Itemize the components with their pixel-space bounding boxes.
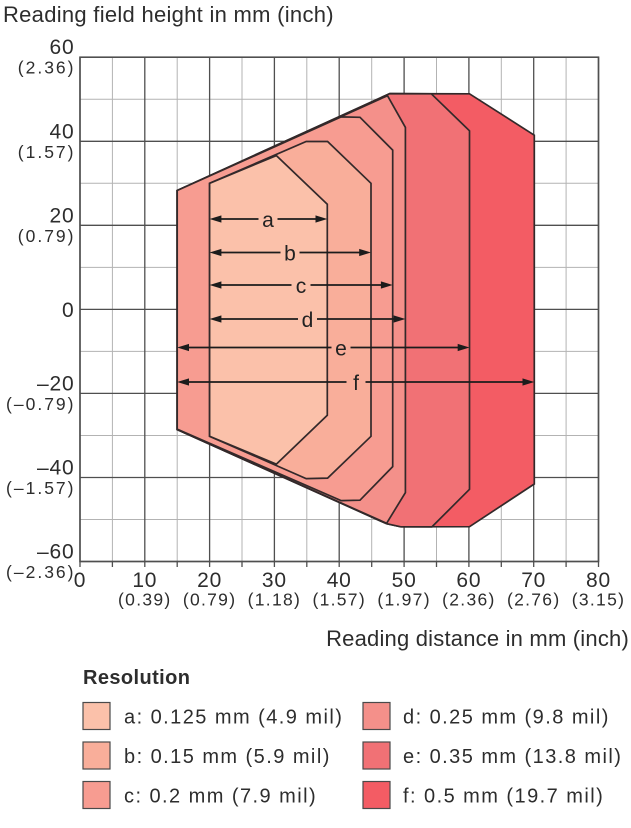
svg-text:(2.36): (2.36): [442, 590, 496, 610]
svg-text:(3.15): (3.15): [572, 590, 626, 610]
svg-text:e: e: [335, 338, 347, 361]
svg-text:d: d: [302, 309, 314, 332]
svg-text:(1.97): (1.97): [377, 590, 431, 610]
svg-text:(1.57): (1.57): [18, 142, 76, 162]
svg-text:(0.79): (0.79): [18, 226, 76, 246]
svg-text:20: 20: [50, 204, 75, 227]
svg-text:40: 40: [50, 120, 75, 143]
svg-text:20: 20: [197, 569, 222, 592]
svg-text:60: 60: [456, 569, 481, 592]
svg-text:a: a: [262, 209, 274, 232]
svg-text:–60: –60: [37, 541, 74, 564]
svg-text:(2.76): (2.76): [507, 590, 561, 610]
svg-text:f: 0.5 mm (19.7 mil): f: 0.5 mm (19.7 mil): [403, 786, 604, 808]
svg-text:b: b: [284, 243, 296, 266]
svg-text:(1.57): (1.57): [312, 590, 366, 610]
svg-text:a: 0.125 mm (4.9 mil): a: 0.125 mm (4.9 mil): [124, 707, 343, 729]
svg-text:c: 0.2 mm (7.9 mil): c: 0.2 mm (7.9 mil): [124, 786, 317, 808]
svg-text:b: 0.15 mm (5.9 mil): b: 0.15 mm (5.9 mil): [124, 746, 331, 768]
svg-text:0: 0: [62, 299, 74, 322]
svg-text:f: f: [353, 372, 359, 395]
svg-text:–40: –40: [37, 457, 74, 480]
svg-text:40: 40: [327, 569, 352, 592]
svg-text:(0.79): (0.79): [183, 590, 237, 610]
svg-text:Resolution: Resolution: [83, 667, 190, 689]
svg-text:e: 0.35 mm (13.8 mil): e: 0.35 mm (13.8 mil): [403, 746, 622, 768]
svg-text:Reading field height in mm (in: Reading field height in mm (inch): [3, 2, 334, 27]
svg-text:(–0.79): (–0.79): [6, 394, 75, 414]
svg-text:80: 80: [586, 569, 611, 592]
svg-text:60: 60: [50, 36, 75, 59]
svg-text:(0.39): (0.39): [118, 590, 172, 610]
svg-text:–20: –20: [37, 372, 74, 395]
svg-text:50: 50: [392, 569, 417, 592]
svg-text:(1.18): (1.18): [248, 590, 302, 610]
svg-text:c: c: [296, 275, 307, 298]
svg-text:0: 0: [74, 569, 86, 592]
svg-text:30: 30: [262, 569, 287, 592]
svg-text:(–1.57): (–1.57): [6, 478, 75, 498]
svg-text:10: 10: [132, 569, 157, 592]
svg-text:Reading distance in mm (inch): Reading distance in mm (inch): [326, 626, 629, 651]
svg-text:70: 70: [521, 569, 546, 592]
svg-text:(–2.36): (–2.36): [6, 562, 75, 582]
svg-text:(2.36): (2.36): [18, 58, 76, 78]
svg-text:d: 0.25 mm (9.8 mil): d: 0.25 mm (9.8 mil): [403, 707, 610, 729]
